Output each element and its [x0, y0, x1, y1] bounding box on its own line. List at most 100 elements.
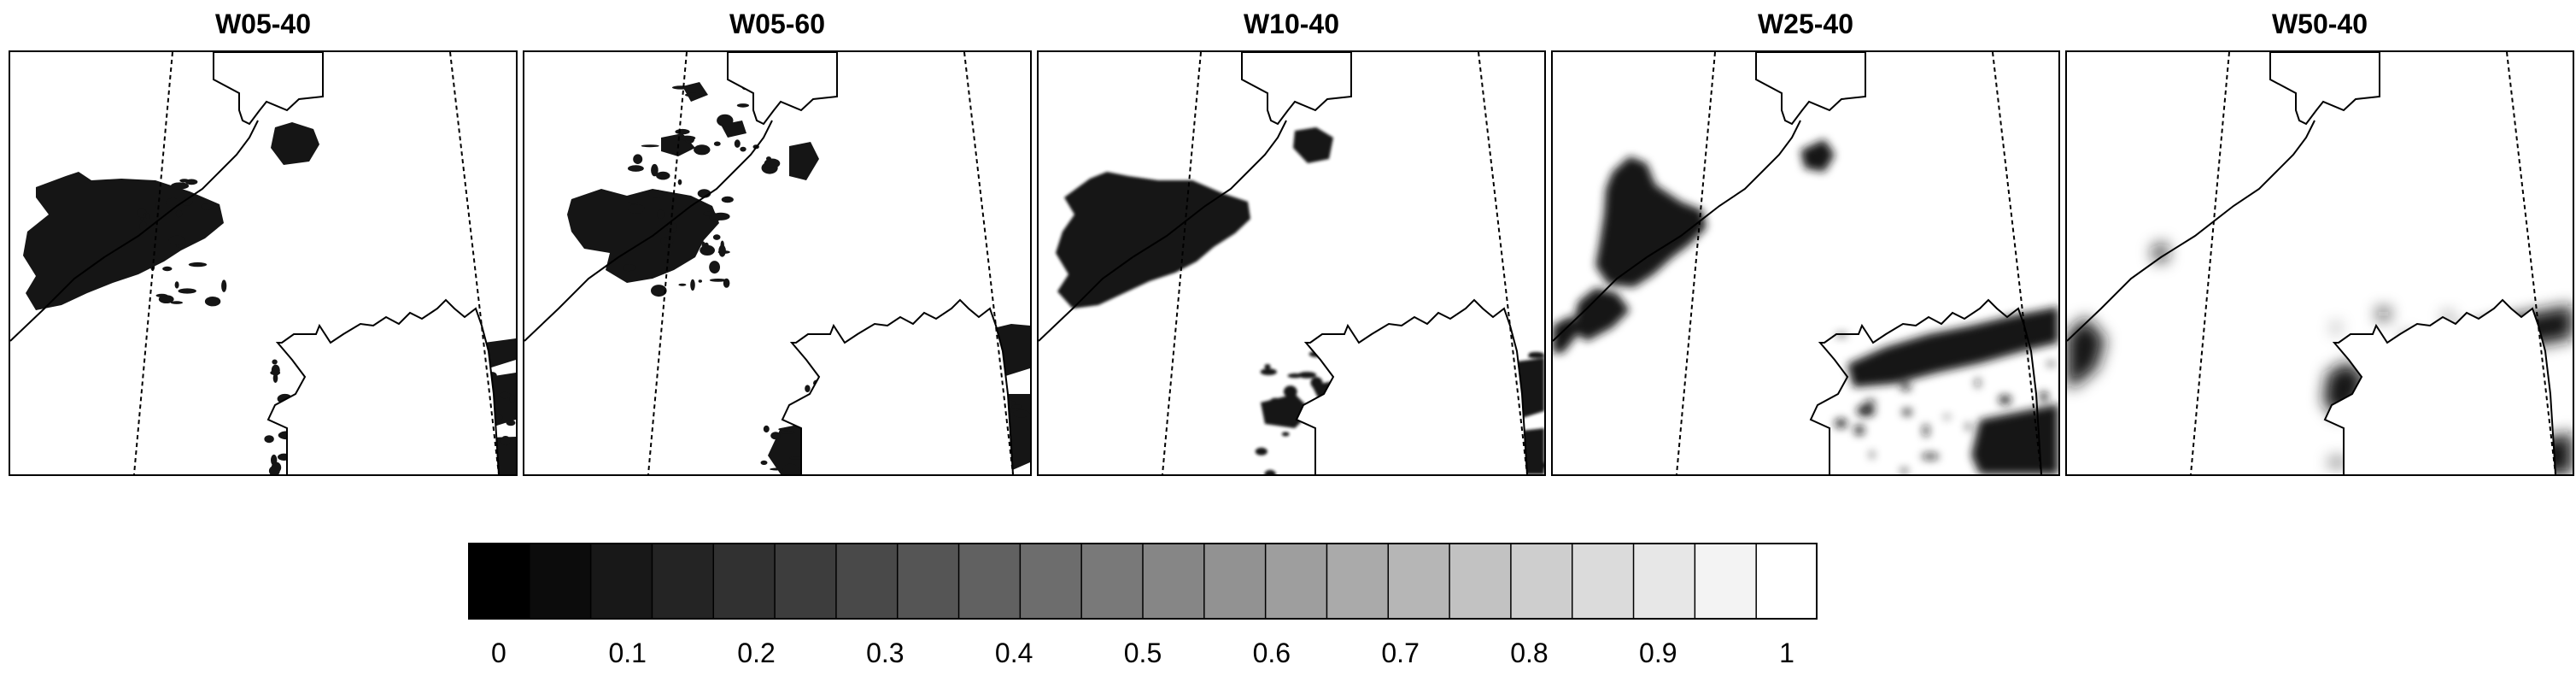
event-speckle — [666, 222, 677, 233]
event-speckle — [660, 237, 674, 246]
event-speckle — [2040, 391, 2048, 402]
coastline — [1553, 120, 1801, 342]
meridian-line — [2190, 52, 2230, 474]
event-speckle — [1835, 419, 1847, 428]
coastline — [524, 120, 773, 342]
event-speckle — [2333, 322, 2339, 333]
map-plot — [1553, 52, 2058, 474]
event-speckle — [678, 135, 696, 141]
event-speckle — [140, 217, 144, 221]
event-speckle — [1981, 338, 1989, 344]
event-speckle — [1999, 395, 2011, 404]
event-speckle — [1274, 397, 1279, 403]
event-speckle — [721, 196, 734, 203]
panel-w10-40: W10-40 — [1037, 0, 1546, 479]
colorbar-tick-label: 0.2 — [737, 638, 776, 668]
event-speckle — [1870, 451, 1874, 458]
island-outline — [727, 52, 838, 126]
event-speckle — [698, 279, 702, 283]
panel-title: W50-40 — [2271, 9, 2368, 39]
event-speckle — [1943, 415, 1951, 419]
event-speckle — [1281, 432, 1290, 437]
colorbar-cell — [589, 543, 653, 620]
coastline-south — [1809, 298, 2042, 474]
colorbar-cell — [1632, 543, 1696, 620]
panel-title: W25-40 — [1757, 9, 1854, 39]
event-speckle — [805, 385, 811, 393]
event-speckle — [501, 436, 511, 446]
event-speckle — [201, 203, 214, 210]
colorbar-cell — [1510, 543, 1573, 620]
event-speckle — [2328, 459, 2346, 466]
event-speckle — [760, 460, 768, 465]
map-frame — [2065, 50, 2574, 476]
event-speckle — [782, 431, 795, 434]
event-speckle — [1980, 453, 1985, 461]
event-speckle — [506, 420, 516, 426]
event-speckle — [188, 262, 208, 267]
event-speckle — [709, 279, 727, 282]
event-speckle — [271, 364, 280, 376]
event-speckle — [1012, 409, 1030, 418]
meridian-line — [647, 52, 688, 474]
event-speckle — [1260, 368, 1277, 375]
event-speckle — [2046, 362, 2056, 366]
panel-title: W05-60 — [729, 9, 826, 39]
event-area — [1800, 139, 1835, 172]
event-speckle — [713, 141, 721, 146]
event-speckle — [2377, 308, 2391, 320]
coastline-south — [1295, 298, 1528, 474]
event-speckle — [736, 103, 749, 108]
event-speckle — [770, 432, 781, 440]
colorbar — [468, 543, 1818, 620]
event-area — [1293, 127, 1333, 163]
colorbar-tick-label: 0.1 — [608, 638, 647, 668]
panel-w05-40: W05-40 — [9, 0, 518, 479]
event-speckle — [1528, 351, 1544, 356]
event-speckle — [690, 279, 695, 291]
event-area — [271, 122, 319, 165]
panel-w50-40: W50-40 — [2065, 0, 2574, 479]
colorbar-cell — [1203, 543, 1267, 620]
event-speckle — [1283, 385, 1297, 398]
map-frame — [523, 50, 1032, 476]
event-speckle — [675, 128, 690, 135]
map-plot — [1039, 52, 1544, 474]
event-speckle — [155, 293, 168, 297]
event-speckle — [623, 264, 635, 272]
coastline-south — [266, 298, 500, 474]
colorbar-tick-label: 0.7 — [1381, 638, 1420, 668]
event-speckle — [1529, 460, 1544, 471]
event-speckle — [268, 465, 280, 474]
event-speckle — [1865, 400, 1876, 404]
event-speckle — [185, 179, 198, 185]
event-speckle — [709, 261, 720, 274]
island-outline — [2269, 52, 2380, 126]
colorbar-cell — [1755, 543, 1818, 620]
event-speckle — [1900, 384, 1912, 391]
event-speckle — [145, 213, 150, 220]
island-outline — [1755, 52, 1866, 126]
colorbar-cell — [1080, 543, 1145, 620]
colorbar-cell — [835, 543, 899, 620]
colorbar-cell — [651, 543, 715, 620]
event-area — [1572, 288, 1630, 341]
event-speckle — [685, 92, 700, 97]
event-speckle — [1976, 378, 1980, 388]
colorbar-cell — [468, 543, 531, 620]
event-speckle — [718, 244, 726, 257]
colorbar-cell — [1264, 543, 1328, 620]
event-speckle — [712, 234, 721, 240]
meridian-line — [449, 52, 500, 474]
event-speckle — [770, 467, 784, 471]
event-speckle — [499, 391, 512, 399]
island-outline — [213, 52, 324, 126]
event-speckle — [711, 212, 730, 220]
colorbar-cell — [1142, 543, 1206, 620]
event-speckle — [509, 394, 515, 403]
event-speckle — [625, 194, 641, 204]
event-speckle — [704, 242, 709, 248]
event-area — [1971, 404, 2058, 474]
event-speckle — [2005, 426, 2023, 437]
event-speckle — [651, 285, 667, 297]
